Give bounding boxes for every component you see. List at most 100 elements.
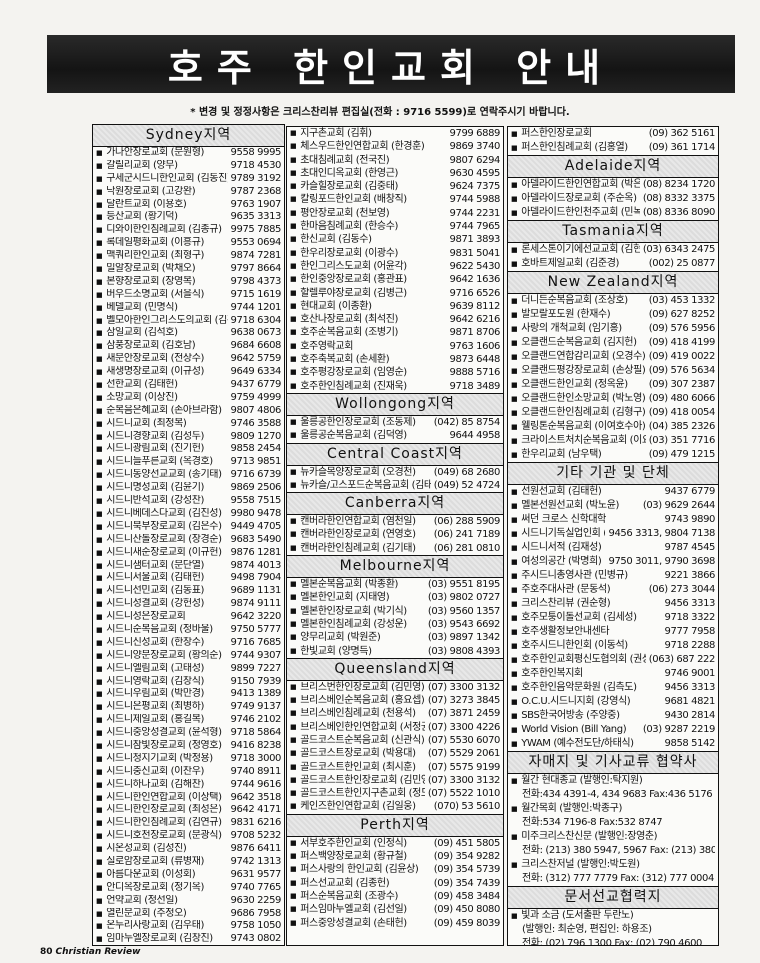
entry-phone: 9686 7958 xyxy=(230,907,282,919)
entry-phone: 9858 2454 xyxy=(230,443,282,455)
entry-name: 시드니한인연합교회 (이상택) xyxy=(106,791,222,803)
bullet-square-icon: ■ xyxy=(511,181,518,189)
list-item: ■아델라이드한인천주교회 (민녹기)(08) 8336 8090 xyxy=(508,206,718,220)
list-item: ■ 써던 크로스 신학대학 9743 9890 xyxy=(508,513,718,527)
bullet-square-icon: ■ xyxy=(511,502,518,510)
bullet-square-icon: ■ xyxy=(290,891,297,900)
entry-phone: 9456 3313 xyxy=(664,682,716,693)
entry-phone: (06) 241 7189 xyxy=(433,529,501,541)
list-item: ■ 새생명장로교회 (이규성) 9649 6334 xyxy=(93,366,284,379)
bullet-square-icon: ■ xyxy=(290,168,297,177)
list-item: ■ 시드니호천장로교회 (문광식) 9708 5232 xyxy=(93,830,284,843)
bullet-square-icon: ■ xyxy=(96,819,103,828)
bullet-square-icon: ■ xyxy=(511,726,518,734)
list-item: ■ 멜본한인장로교회 (박기식) (03) 9560 1357 xyxy=(287,605,503,618)
entry-name: 시드니새순장로교회 (이규헌) xyxy=(106,546,222,558)
list-item: ■ 시드니새순장로교회 (이규헌) 9876 1281 xyxy=(93,547,284,560)
entry-phone: 9639 8112 xyxy=(449,300,501,312)
bullet-square-icon: ■ xyxy=(290,775,297,784)
entry-phone: 9831 6216 xyxy=(230,817,282,829)
entry-name: 한인그리스도교회 (어윤각) xyxy=(300,260,407,272)
bullet-square-icon: ■ xyxy=(96,922,103,931)
entry-name: 할렐루야장로교회 (김병근) xyxy=(300,287,407,299)
list-item: ■ 시드니명성교회 (김윤기) 9869 2506 xyxy=(93,482,284,495)
list-item: ■ 시드니산돌장로교회 (장경순) 9683 5490 xyxy=(93,534,284,547)
entry-phone: (03) 9560 1357 xyxy=(427,605,501,617)
entry-name: 순복음은혜교회 (손아브라함) xyxy=(106,404,222,416)
entry-name: 월간목회 (발행인:박종구) xyxy=(521,803,622,814)
entry-phone: (03) 9897 1342 xyxy=(427,632,501,644)
bullet-square-icon: ■ xyxy=(290,682,297,691)
entry-name: 멜본한인침례교회 (강성운) xyxy=(300,618,407,630)
bullet-square-icon: ■ xyxy=(511,628,518,636)
bullet-square-icon: ■ xyxy=(511,144,518,152)
section-header: Central Coast지역 xyxy=(287,442,503,466)
entry-name: 낙원장로교회 (고강완) xyxy=(106,185,196,197)
entry-detail-line: (발행인: 최순영, 편집인: 하용조) xyxy=(508,923,718,937)
entry-phone: 9858 5142 xyxy=(664,738,716,749)
entry-name: 아델라이드장로교회 (주순옥) xyxy=(521,193,637,204)
entry-name: 버우드소명교회 (서을식) xyxy=(106,288,205,300)
region-section: Melbourne지역 ■ 멜본순복음교회 (박종환) (03) 9551 8195 ■… xyxy=(287,555,503,658)
entry-name: 평안장로교회 (천보영) xyxy=(300,207,390,219)
entry-phone: (09) 361 1714 xyxy=(648,142,716,153)
entry-phone: 9874 7281 xyxy=(230,250,282,262)
bullet-square-icon: ■ xyxy=(290,208,297,217)
bullet-square-icon: ■ xyxy=(96,277,103,286)
bullet-square-icon: ■ xyxy=(290,593,297,602)
entry-phone: 9718 3000 xyxy=(230,752,282,764)
list-item: ■ 본향장로교회 (장영복) 9798 4373 xyxy=(93,276,284,289)
list-item: ■ 퍼스임마누엘교회 (김선일) (09) 450 8080 xyxy=(287,903,503,916)
bullet-square-icon: ■ xyxy=(511,684,518,692)
bullet-square-icon: ■ xyxy=(96,445,103,454)
bullet-square-icon: ■ xyxy=(511,488,518,496)
column-2: ■ 지구촌교회 (김휘) 9799 6889 ■ 체스우드한인연합교회 (한경훈) 986… xyxy=(286,126,504,946)
bullet-square-icon: ■ xyxy=(511,833,518,841)
entry-phone: 9744 7965 xyxy=(449,221,501,233)
list-item: ■ 한빛교회 (양명득) (03) 9808 4393 xyxy=(287,645,503,658)
entry-phone: (09) 479 1215 xyxy=(648,449,716,460)
bullet-square-icon: ■ xyxy=(290,248,297,257)
entry-phone: (04) 385 2326 xyxy=(648,421,716,432)
entry-phone: 9553 0694 xyxy=(230,237,282,249)
magazine-name: Christian Review xyxy=(55,947,141,957)
entry-name: 캔버라한인침례교회 (김기태) xyxy=(300,542,416,554)
section-header: Perth지역 xyxy=(287,813,503,837)
bullet-square-icon: ■ xyxy=(96,406,103,415)
list-item: ■ 주시드니총영사관 (민병규) 9221 3866 xyxy=(508,569,718,583)
list-item: ■ 시드니우림교회 (박만경) 9413 1389 xyxy=(93,688,284,701)
list-item: ■ 크리스찬리뷰 (권순형) 9456 3313 xyxy=(508,597,718,611)
entry-name: 본향장로교회 (장영복) xyxy=(106,275,196,287)
entry-phone: (03) 9551 8195 xyxy=(427,579,501,591)
entry-name: 멜본한인교회 (지태영) xyxy=(300,592,390,604)
entry-phone: 9787 4545 xyxy=(664,542,716,553)
list-item: ■ 여성의공간 (박명희) 9750 3011, 9790 3698 xyxy=(508,555,718,569)
bullet-square-icon: ■ xyxy=(511,381,518,389)
list-item: ■ 오클랜드순복음교회 (김지헌) (09) 418 4199 xyxy=(508,336,718,350)
bullet-square-icon: ■ xyxy=(96,703,103,712)
list-item: ■ YWAM (예수전도단/하태식) 9858 5142 xyxy=(508,737,718,751)
bullet-square-icon: ■ xyxy=(96,239,103,248)
entry-phone: (09) 354 5739 xyxy=(433,864,501,876)
bullet-square-icon: ■ xyxy=(511,395,518,403)
bullet-square-icon: ■ xyxy=(290,735,297,744)
region-section: ■ 지구촌교회 (김휘) 9799 6889 ■ 체스우드한인연합교회 (한경훈) 986… xyxy=(287,127,503,393)
list-item: ■ 한인그리스도교회 (어윤각) 9622 5430 xyxy=(287,260,503,273)
entry-name: 시드니청지기교회 (박정용) xyxy=(106,752,213,764)
entry-name: 월간 현대종교 (발행인:탁지원) xyxy=(521,775,643,786)
list-item: ■ 선한교회 (김태헌) 9437 6779 xyxy=(93,379,284,392)
entry-name: 양무리교회 (박원준) xyxy=(300,632,381,644)
list-item: ■ 시드니광림교회 (진기헌) 9858 2454 xyxy=(93,443,284,456)
bullet-square-icon: ■ xyxy=(96,677,103,686)
list-item: ■ 낙원장로교회 (고강완) 9787 2368 xyxy=(93,186,284,199)
section-header: Melbourne지역 xyxy=(287,555,503,579)
entry-name: 멜본한인장로교회 (박기식) xyxy=(300,605,407,617)
entry-phone: 9799 6889 xyxy=(449,128,501,139)
list-item: ■ 서부호주한인교회 (인정식) (09) 451 5805 xyxy=(287,837,503,850)
list-item: ■ 임마누엘장로교회 (김창진) 9743 0802 xyxy=(93,933,284,945)
bullet-square-icon: ■ xyxy=(96,187,103,196)
bullet-square-icon: ■ xyxy=(511,670,518,678)
bullet-square-icon: ■ xyxy=(96,149,103,157)
list-item: ■ 디와이한인침례교회 (김종규) 9975 7885 xyxy=(93,224,284,237)
entry-phone: 9713 9851 xyxy=(230,456,282,468)
